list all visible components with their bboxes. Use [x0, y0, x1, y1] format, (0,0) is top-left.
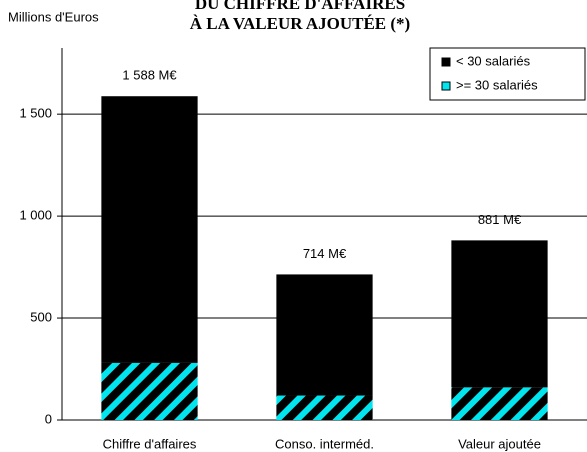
legend-swatch: [441, 81, 451, 91]
bar-segment: [451, 240, 548, 388]
bar-segment: [451, 387, 548, 420]
bar-segment: [276, 395, 373, 420]
y-tick-label: 1 000: [19, 208, 52, 223]
total-label: 1 588 M€: [122, 68, 177, 83]
chart-subtitle: À LA VALEUR AJOUTÉE (*): [190, 14, 410, 33]
x-tick-label: Valeur ajoutée: [458, 436, 541, 451]
legend-box: [429, 47, 586, 101]
y-tick-label: 1 500: [19, 106, 52, 121]
total-label: 714 M€: [303, 246, 347, 261]
y-axis-label: Millions d'Euros: [8, 9, 99, 24]
bar-segment: [276, 274, 373, 396]
legend-swatch: [441, 57, 451, 67]
bar-segment: [101, 362, 198, 420]
y-tick-label: 0: [45, 411, 52, 426]
bar-segment: [101, 96, 198, 363]
x-tick-label: Conso. interméd.: [275, 436, 374, 451]
legend-label: >= 30 salariés: [456, 77, 538, 92]
chart-title: DU CHIFFRE D'AFFAIRES: [195, 0, 405, 13]
total-label: 881 M€: [478, 212, 522, 227]
legend-label: < 30 salariés: [456, 53, 531, 68]
y-tick-label: 500: [30, 309, 52, 324]
x-tick-label: Chiffre d'affaires: [103, 436, 197, 451]
